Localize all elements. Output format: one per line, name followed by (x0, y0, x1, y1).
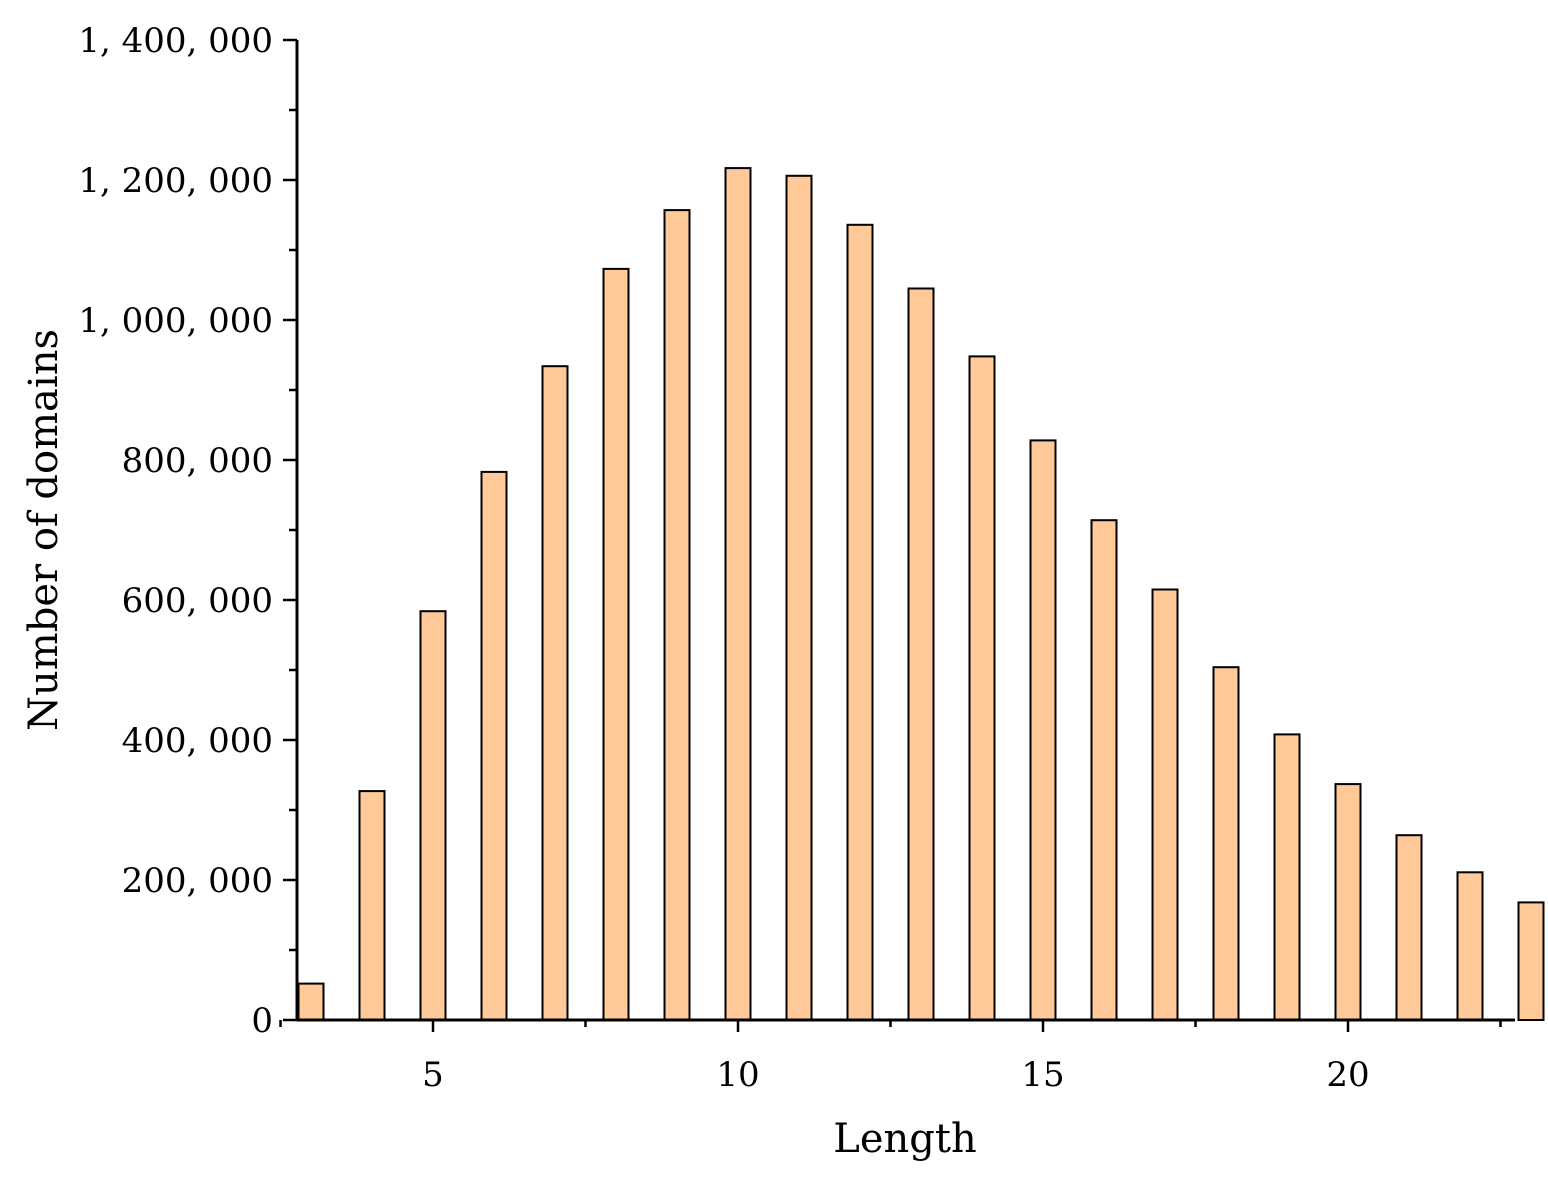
x-tick-label: 15 (1021, 1055, 1064, 1095)
bar-length-5 (419, 610, 447, 1021)
bar-length-16 (1090, 519, 1118, 1021)
y-tick-label: 400, 000 (122, 721, 273, 761)
y-tick-label: 1, 000, 000 (78, 301, 273, 341)
bar-length-13 (907, 287, 935, 1021)
y-tick-label: 600, 000 (122, 581, 273, 621)
y-tick-label: 1, 200, 000 (78, 161, 273, 201)
x-tick-label: 5 (422, 1055, 444, 1095)
y-axis-title: Number of domains (21, 329, 67, 731)
bar-length-8 (602, 267, 630, 1021)
axes-layer (295, 40, 1515, 1022)
bar-length-10 (724, 167, 752, 1022)
bar-length-23 (1517, 901, 1545, 1022)
bar-length-9 (663, 209, 691, 1022)
bar-length-7 (541, 365, 569, 1021)
x-axis-title: Length (833, 1116, 976, 1162)
bar-length-18 (1212, 666, 1240, 1021)
x-tick-label: 10 (716, 1055, 759, 1095)
y-tick-label: 0 (251, 1001, 273, 1041)
bar-length-3 (297, 982, 325, 1021)
bar-length-12 (846, 223, 874, 1022)
bar-length-14 (968, 355, 996, 1021)
x-tick-label: 20 (1326, 1055, 1369, 1095)
bar-length-17 (1151, 588, 1179, 1021)
bar-length-20 (1334, 783, 1362, 1021)
y-tick-label: 200, 000 (122, 861, 273, 901)
y-tick-label: 1, 400, 000 (78, 21, 273, 61)
y-tick-label: 800, 000 (122, 441, 273, 481)
bar-length-21 (1395, 834, 1423, 1022)
bar-length-4 (358, 790, 386, 1021)
bar-length-11 (785, 174, 813, 1022)
ticks-layer: 0 200, 000 400, 000 600, 000 800, 000 1, 000,… (78, 21, 1502, 1095)
bar-length-6 (480, 470, 508, 1021)
bar-length-22 (1456, 871, 1484, 1021)
bar-length-19 (1273, 733, 1301, 1022)
bar-length-15 (1029, 439, 1057, 1021)
bars-layer (297, 167, 1545, 1022)
